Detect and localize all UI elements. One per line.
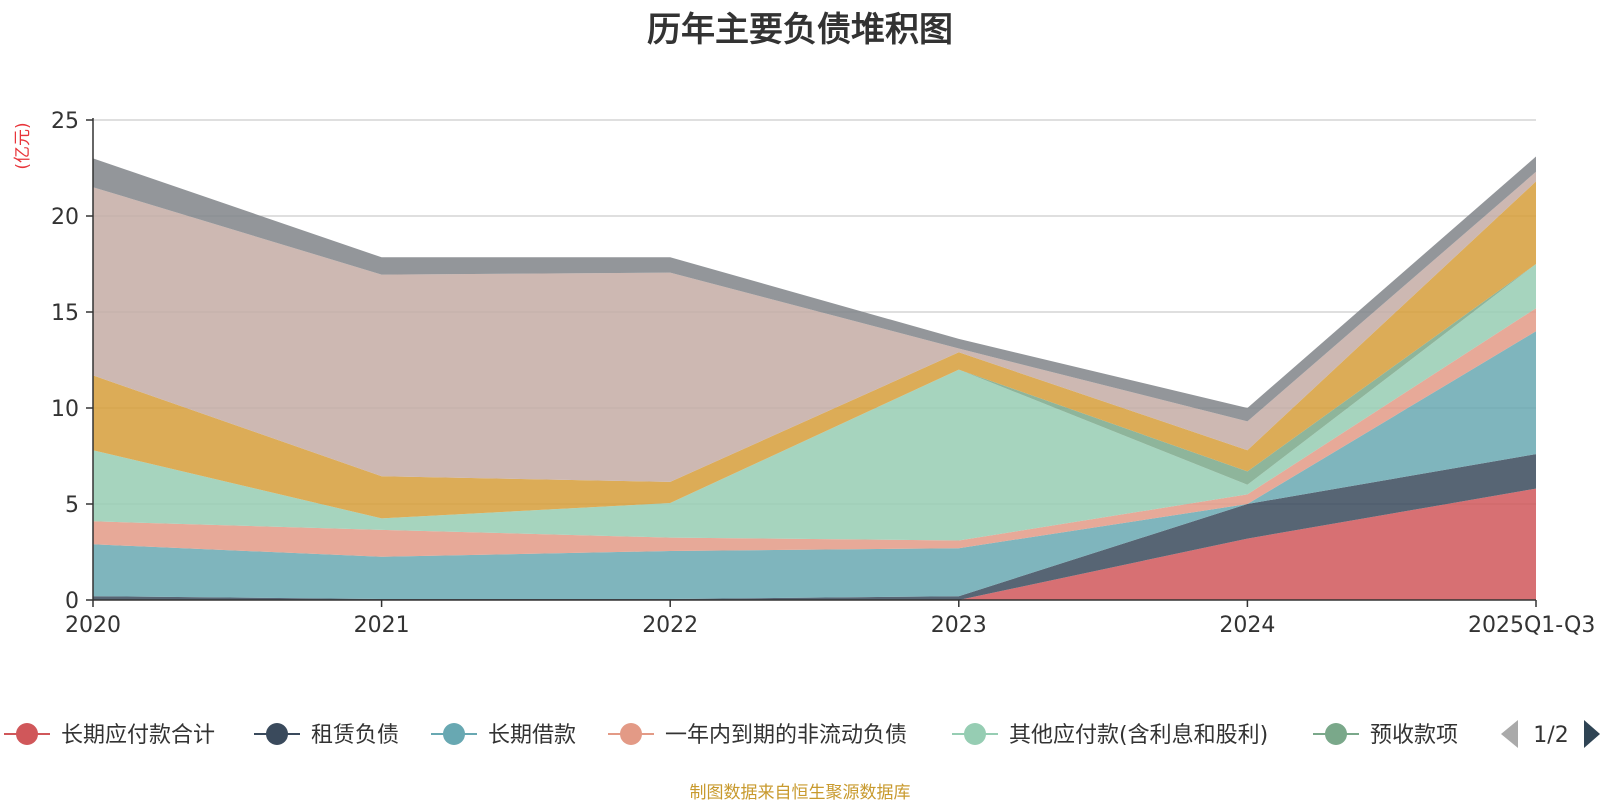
- x-tick-label: 2022: [642, 613, 698, 638]
- legend-label: 预收款项: [1370, 723, 1458, 748]
- x-tick-label: 2024: [1219, 613, 1275, 638]
- y-tick-label: 5: [65, 493, 79, 518]
- x-tick-label: 2023: [931, 613, 987, 638]
- y-tick-label: 0: [65, 589, 79, 614]
- x-tick-label: 2025Q1-Q3: [1468, 613, 1595, 638]
- legend-marker-icon: [1325, 723, 1347, 745]
- y-axis-ticks: 0 5 10 15 20 25: [51, 109, 93, 614]
- y-tick-label: 10: [51, 397, 79, 422]
- x-tick-label: 2021: [354, 613, 410, 638]
- legend-prev-page-icon[interactable]: [1501, 720, 1518, 748]
- y-tick-label: 15: [51, 301, 79, 326]
- area-series-7[interactable]: [93, 171, 1536, 482]
- source-note: 制图数据来自恒生聚源数据库: [689, 783, 911, 803]
- legend-label: 租赁负债: [311, 723, 399, 748]
- chart-area: 0 5 10 15 20 25 2020 2021 2022 2023 2024 2025Q1-Q3…: [4, 109, 1600, 748]
- area-series-6[interactable]: [93, 181, 1536, 519]
- area-series-group: [93, 156, 1536, 600]
- legend-label: 长期应付款合计: [61, 723, 215, 748]
- legend-pager: 1/2: [1501, 720, 1600, 748]
- legend-label: 其他应付款(含利息和股利): [1009, 723, 1268, 748]
- y-axis-unit-label: (亿元): [13, 122, 33, 169]
- legend-marker-icon: [16, 723, 38, 745]
- legend-marker-icon: [620, 723, 642, 745]
- legend-marker-icon: [443, 723, 465, 745]
- area-series-0[interactable]: [93, 488, 1536, 600]
- area-series-2[interactable]: [93, 331, 1536, 599]
- area-series-3[interactable]: [93, 308, 1536, 557]
- legend-item[interactable]: 预收款项: [1313, 723, 1458, 748]
- area-series-5[interactable]: [93, 264, 1536, 519]
- legend-item[interactable]: 其他应付款(含利息和股利): [952, 723, 1268, 748]
- x-tick-label: 2020: [65, 613, 121, 638]
- chart-title: 历年主要负债堆积图: [647, 10, 953, 50]
- legend: 长期应付款合计 租赁负债 长期借款 一年内到期的非流动负债 其他应付款(含利息和股利) 预…: [4, 723, 1458, 748]
- area-series-1[interactable]: [93, 454, 1536, 600]
- legend-item[interactable]: 一年内到期的非流动负债: [608, 723, 907, 748]
- legend-page-indicator: 1/2: [1533, 723, 1568, 748]
- area-series-4[interactable]: [93, 264, 1536, 541]
- legend-item[interactable]: 租赁负债: [254, 723, 399, 748]
- y-tick-label: 20: [51, 205, 79, 230]
- legend-next-page-icon[interactable]: [1584, 720, 1600, 748]
- legend-item[interactable]: 长期借款: [431, 723, 576, 748]
- legend-item[interactable]: 长期应付款合计: [4, 723, 215, 748]
- legend-marker-icon: [964, 723, 986, 745]
- legend-label: 一年内到期的非流动负债: [665, 723, 907, 748]
- legend-label: 长期借款: [488, 723, 576, 748]
- axes: [92, 118, 1536, 601]
- y-tick-label: 25: [51, 109, 79, 134]
- x-axis-ticks: 2020 2021 2022 2023 2024 2025Q1-Q3: [65, 600, 1595, 638]
- legend-marker-icon: [266, 723, 288, 745]
